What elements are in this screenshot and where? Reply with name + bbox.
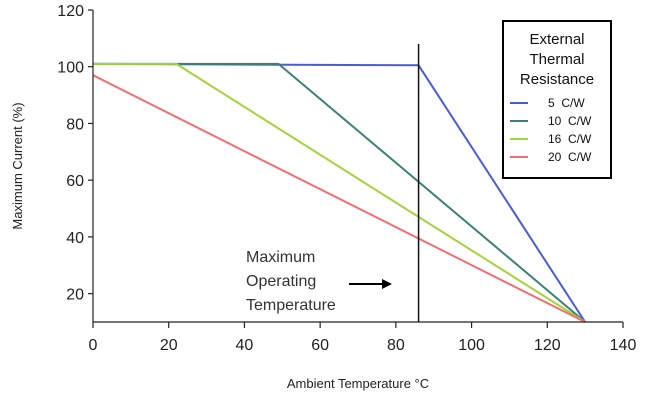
y-tick-label: 120 (57, 3, 84, 20)
x-tick-label: 60 (311, 337, 329, 354)
legend-title-1: External (529, 31, 584, 48)
legend-title-3: Resistance (520, 71, 594, 88)
y-axis-title: Maximum Current (%) (10, 102, 25, 229)
legend-title-2: Thermal (529, 51, 584, 68)
y-tick-label: 20 (66, 287, 84, 304)
legend: External Thermal Resistance 5 C/W 10 C/W 1… (502, 20, 612, 179)
legend-label: 5 C/W (548, 96, 585, 110)
x-axis-title: Ambient Temperature °C (287, 376, 429, 391)
y-tick-label: 100 (57, 60, 84, 77)
x-tick-label: 0 (89, 337, 98, 354)
max-operating-annotation: Maximum Operating Temperature (246, 249, 392, 314)
y-tick-label: 40 (66, 230, 84, 247)
series-line-4 (92, 74, 586, 323)
x-tick-label: 100 (458, 337, 485, 354)
legend-label: 20 C/W (548, 150, 592, 164)
legend-box (502, 20, 612, 179)
legend-label: 10 C/W (548, 114, 592, 128)
series-line-3 (93, 62, 586, 323)
annotation-line-3: Temperature (246, 297, 336, 314)
annotation-line-1: Maximum (246, 249, 315, 266)
x-tick-label: 80 (387, 337, 405, 354)
x-tick-label: 120 (534, 337, 561, 354)
y-tick-label: 80 (66, 116, 84, 133)
x-tick-label: 140 (610, 337, 637, 354)
x-tick-label: 40 (236, 337, 254, 354)
annotation-line-2: Operating (246, 273, 316, 290)
legend-label: 16 C/W (548, 132, 592, 146)
y-tick-label: 60 (66, 173, 84, 190)
x-tick-label: 20 (160, 337, 178, 354)
annotation-arrow-head (382, 279, 392, 289)
